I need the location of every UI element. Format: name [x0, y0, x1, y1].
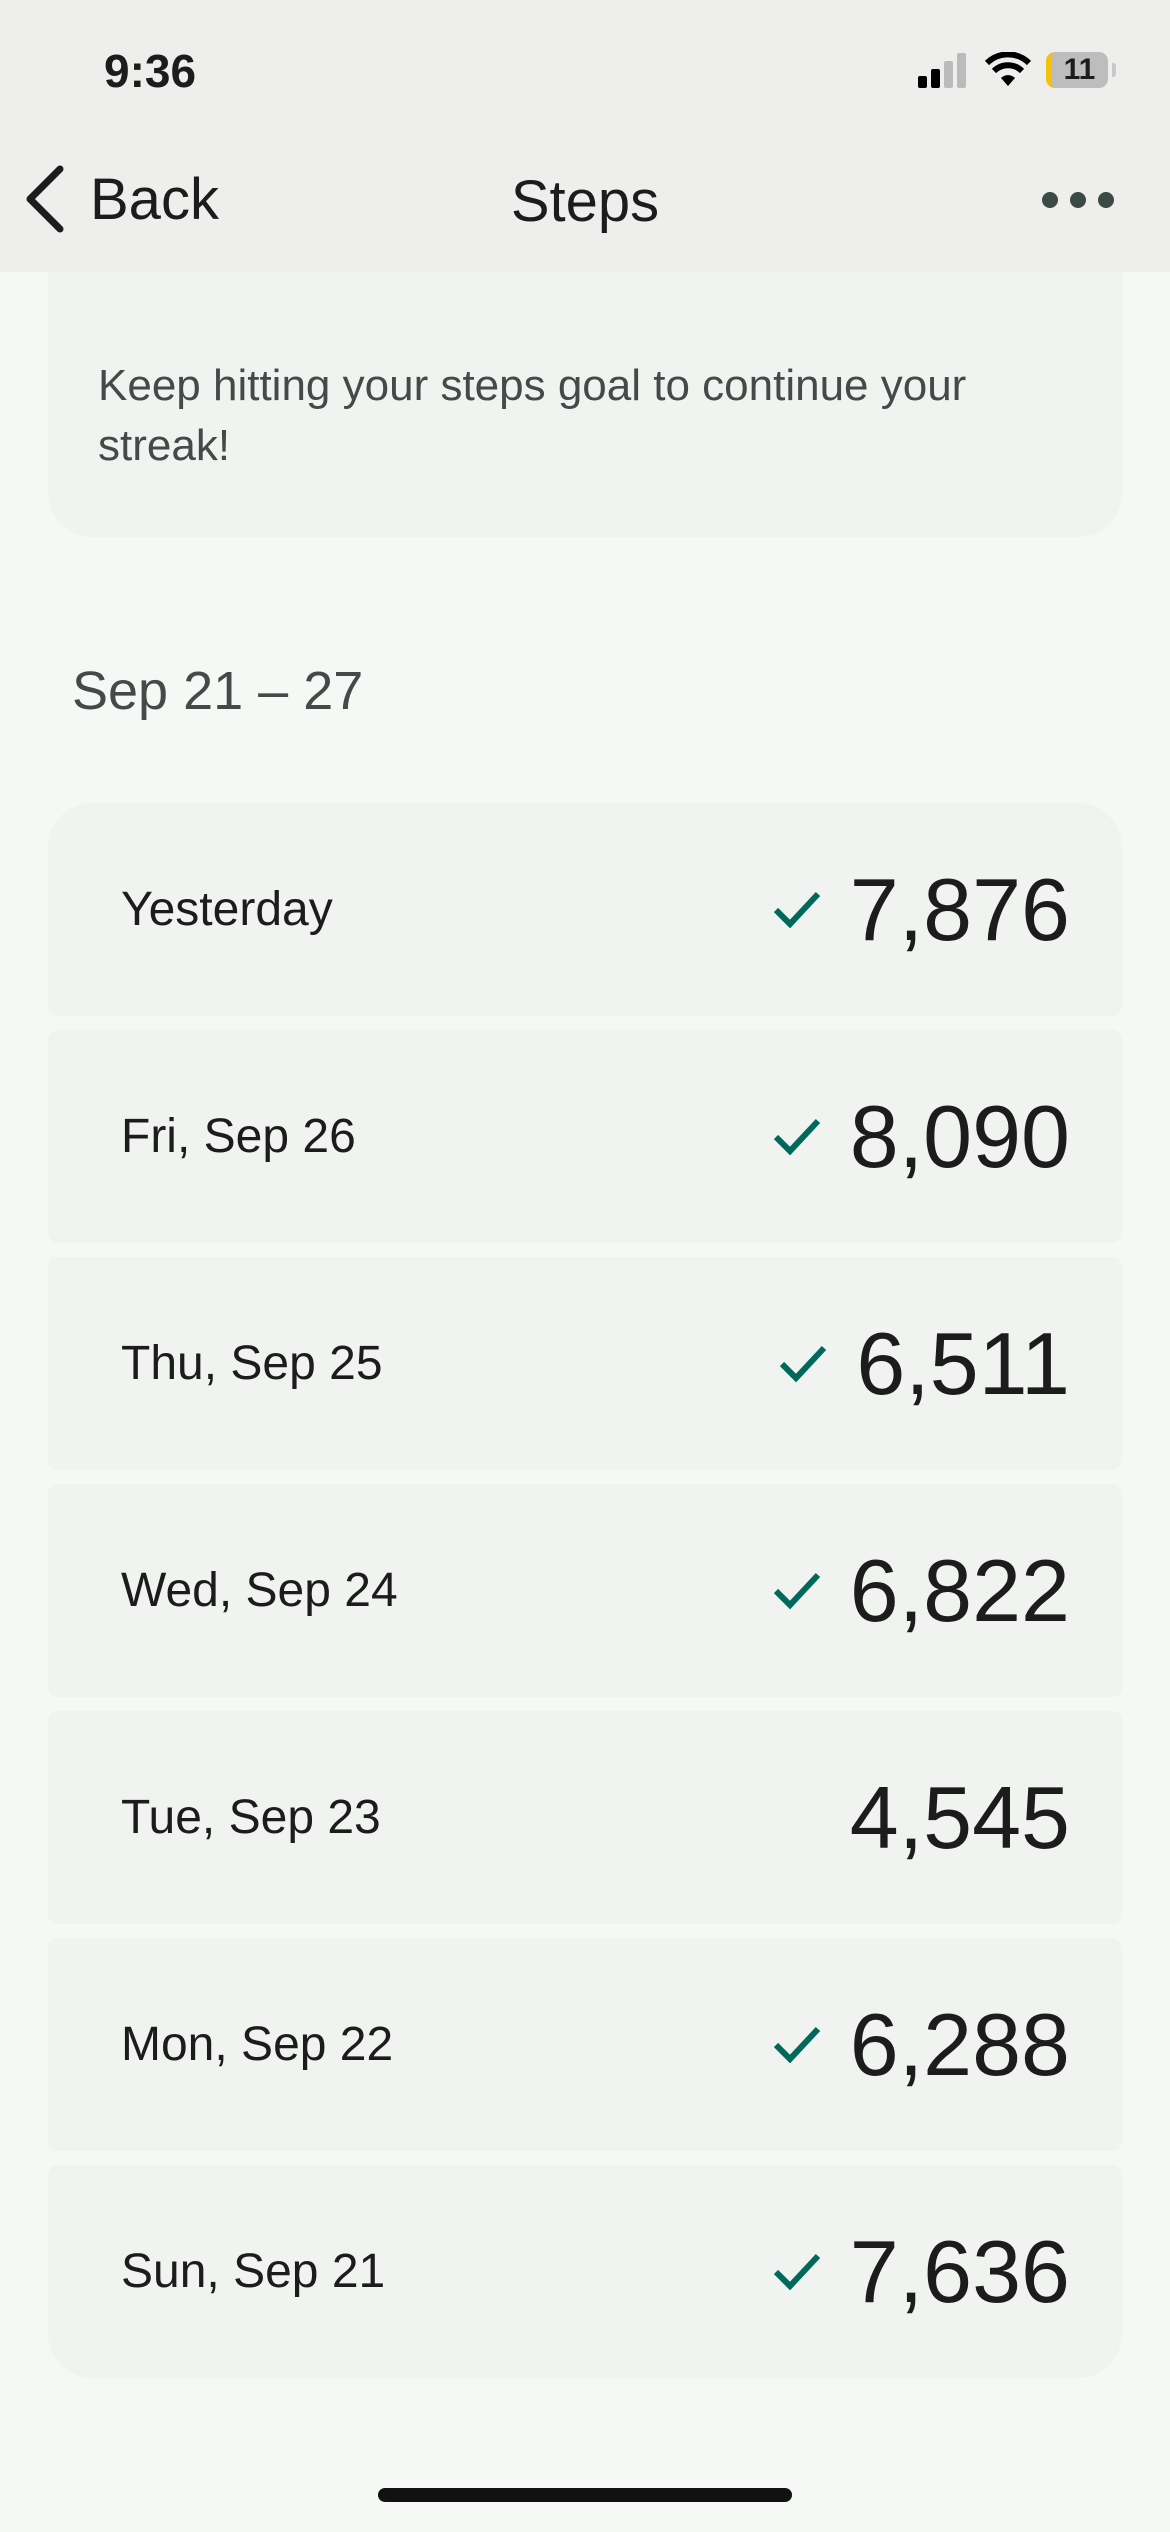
page-title: Steps	[510, 169, 660, 234]
day-label: Yesterday	[121, 883, 333, 936]
steps-value: 6,511	[856, 1313, 1070, 1413]
steps-value: 6,288	[849, 1994, 1070, 2094]
day-steps: 6,511	[778, 1313, 1070, 1415]
day-row[interactable]: Wed, Sep 24 6,822	[48, 1484, 1122, 1697]
battery-indicator: 11	[1046, 52, 1116, 88]
back-label: Back	[90, 166, 219, 232]
wifi-icon	[984, 52, 1032, 86]
ellipsis-icon	[1042, 192, 1058, 208]
steps-value: 7,636	[849, 2221, 1070, 2321]
ellipsis-dot	[1070, 192, 1086, 208]
check-icon	[773, 2253, 820, 2290]
home-indicator[interactable]	[378, 2488, 792, 2502]
day-row[interactable]: Sun, Sep 21 7,636	[48, 2165, 1122, 2378]
day-row[interactable]: Fri, Sep 26 8,090	[48, 1030, 1122, 1243]
status-time: 9:36	[104, 45, 197, 97]
day-label: Sun, Sep 21	[121, 2245, 386, 2298]
check-icon	[773, 1118, 820, 1155]
check-icon	[773, 1572, 820, 1609]
day-row[interactable]: Thu, Sep 25 6,511	[48, 1257, 1122, 1470]
check-icon	[773, 2026, 820, 2063]
day-steps: 8,090	[772, 1086, 1070, 1188]
day-label: Wed, Sep 24	[121, 1564, 398, 1617]
check-icon	[780, 1345, 827, 1382]
day-row[interactable]: Tue, Sep 23 4,545	[48, 1711, 1122, 1924]
steps-value: 7,876	[849, 859, 1070, 959]
day-steps: 4,545	[850, 1767, 1070, 1869]
day-label: Mon, Sep 22	[121, 2018, 394, 2071]
check-icon	[773, 891, 820, 928]
day-label: Thu, Sep 25	[121, 1337, 383, 1390]
back-button[interactable]: Back	[24, 165, 219, 233]
steps-value: 8,090	[849, 1086, 1070, 1186]
day-steps: 7,636	[772, 2221, 1070, 2323]
day-steps: 6,822	[772, 1540, 1070, 1642]
week-range-heading: Sep 21 – 27	[72, 661, 364, 721]
ellipsis-dot	[1098, 192, 1114, 208]
daily-steps-list: Yesterday 7,876 Fri, Sep 26 8,090 Thu, Sep…	[48, 803, 1122, 2378]
day-row[interactable]: Mon, Sep 22 6,288	[48, 1938, 1122, 2151]
more-options-button[interactable]	[1042, 192, 1114, 208]
top-bar: 9:36 11 Back Steps	[0, 0, 1170, 272]
day-steps: 6,288	[772, 1994, 1070, 2096]
day-label: Fri, Sep 26	[121, 1110, 356, 1163]
streak-message: Keep hitting your steps goal to continue…	[98, 361, 967, 470]
steps-value: 6,822	[849, 1540, 1070, 1640]
day-label: Tue, Sep 23	[121, 1791, 381, 1844]
steps-value: 4,545	[849, 1767, 1070, 1867]
status-icons: 11	[918, 52, 1116, 88]
cellular-signal-icon	[918, 53, 966, 88]
chevron-left-icon	[26, 165, 64, 233]
day-row[interactable]: Yesterday 7,876	[48, 803, 1122, 1016]
day-steps: 7,876	[772, 859, 1070, 961]
